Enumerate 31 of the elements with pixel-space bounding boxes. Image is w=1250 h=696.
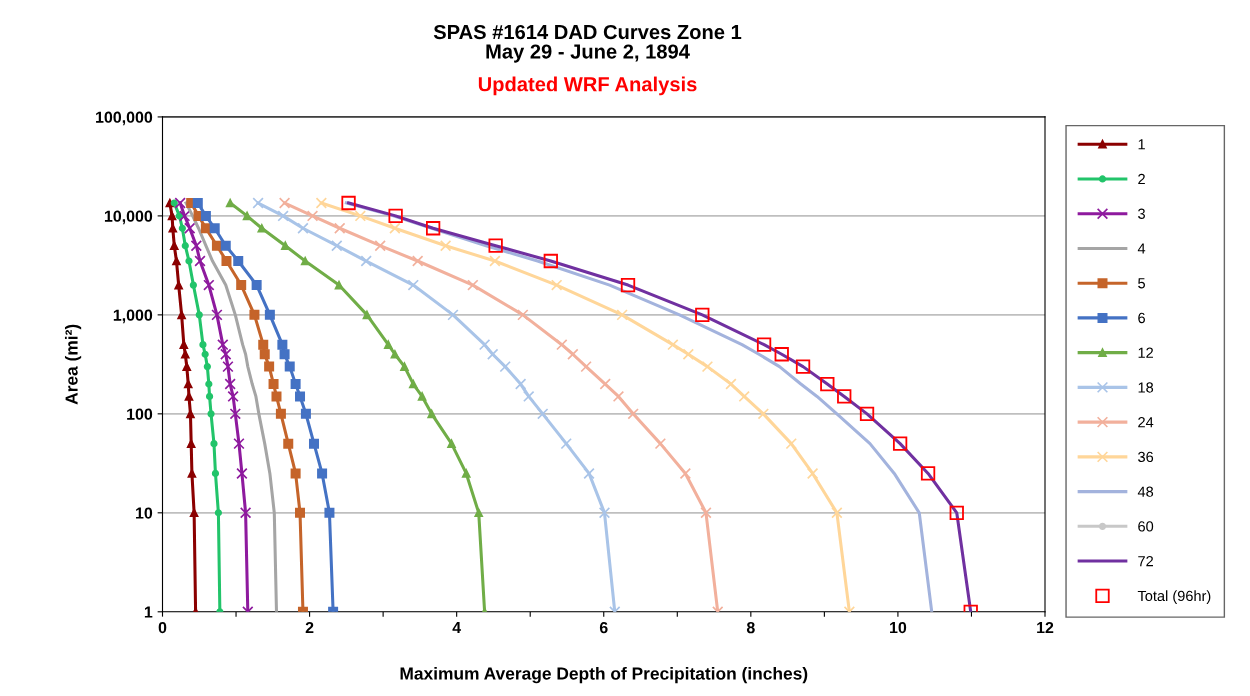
x-tick-label: 2 (305, 621, 314, 634)
y-tick-label: 100,000 (96, 111, 153, 126)
legend-label: 60 (1138, 521, 1154, 532)
y-tick-label: 10 (136, 507, 153, 519)
legend-label: 36 (1138, 451, 1154, 463)
x-tick-label: 12 (1037, 621, 1054, 634)
legend-label: 24 (1138, 417, 1154, 428)
legend-label: 1 (1138, 139, 1145, 150)
chart-subtitle: Updated WRF Analysis (478, 76, 697, 96)
legend-label: 48 (1137, 486, 1154, 497)
y-tick-label: 100 (127, 408, 153, 420)
x-tick-label: 6 (599, 621, 608, 634)
legend-label: 72 (1138, 556, 1153, 567)
legend-label: 12 (1138, 347, 1153, 358)
chart-title: SPAS #1614 DAD Curves Zone 1 May 29 - June 2, 1894 (433, 24, 742, 63)
legend-label: 5 (1138, 278, 1145, 289)
y-axis-title: Area (mi²) (64, 324, 82, 405)
x-tick-label: 0 (158, 621, 167, 634)
legend-label: 4 (1137, 243, 1146, 254)
y-tick-label: 10,000 (104, 210, 153, 225)
x-axis-title: Maximum Average Depth of Precipitation (inches) (400, 666, 808, 684)
legend-label: 2 (1138, 173, 1145, 185)
y-tick-label: 1 (144, 606, 153, 618)
legend-label: Total (96hr) (1137, 590, 1211, 604)
y-tick-label: 1,000 (113, 309, 153, 324)
x-tick-label: 4 (452, 622, 462, 634)
legend-label: 18 (1138, 382, 1154, 393)
x-tick-label: 8 (746, 621, 755, 634)
x-tick-label: 10 (890, 621, 907, 634)
legend-label: 3 (1138, 208, 1145, 219)
legend-label: 6 (1138, 312, 1145, 324)
